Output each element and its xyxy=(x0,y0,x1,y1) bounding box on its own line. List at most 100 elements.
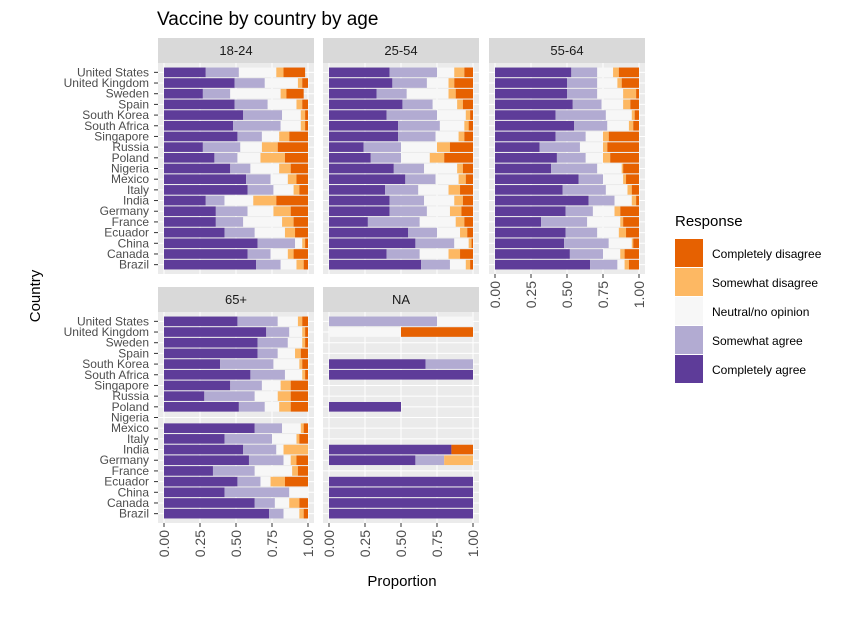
bar-segment xyxy=(202,142,241,152)
bar-segment xyxy=(261,131,280,142)
bar-segment xyxy=(618,67,639,78)
legend-key xyxy=(675,239,703,267)
bar-segment xyxy=(590,259,618,270)
bar-segment xyxy=(164,455,249,466)
bar-segment xyxy=(579,142,603,152)
y-tick-label: India xyxy=(123,194,149,208)
bar-segment xyxy=(621,163,624,174)
bar-segment xyxy=(468,120,473,131)
bar-segment xyxy=(257,337,288,348)
y-tick-label: Sweden xyxy=(106,336,149,350)
bar-segment xyxy=(631,195,637,206)
bar-segment xyxy=(636,88,639,99)
bar-segment xyxy=(567,88,598,99)
bar-segment xyxy=(329,131,399,142)
bar-segment xyxy=(234,78,265,88)
bar-segment xyxy=(269,508,284,519)
bar-segment xyxy=(329,120,399,131)
bar-segment xyxy=(419,217,456,227)
bar-segment xyxy=(631,185,639,195)
bar-segment xyxy=(495,120,575,131)
bar-segment xyxy=(290,391,308,401)
bar-segment xyxy=(305,327,308,337)
bar-segment xyxy=(363,142,401,152)
legend-label: Neutral/no opinion xyxy=(712,305,809,319)
bar-segment xyxy=(597,227,619,238)
bar-segment xyxy=(164,402,239,412)
bar-segment xyxy=(449,259,466,270)
bar-segment xyxy=(202,88,231,99)
bar-segment xyxy=(280,259,297,270)
bar-segment xyxy=(274,498,290,508)
bar-segment xyxy=(631,110,635,120)
bar-segment xyxy=(280,88,287,99)
bar-segment xyxy=(437,227,461,238)
bar-segment xyxy=(386,249,420,259)
y-tick-label: Poland xyxy=(112,151,149,165)
bar-segment xyxy=(300,120,306,131)
bar-segment xyxy=(299,434,308,444)
bar-segment xyxy=(230,88,281,99)
bar-segment xyxy=(164,99,235,110)
bar-segment xyxy=(406,88,449,99)
bar-segment xyxy=(495,227,566,238)
bar-segment xyxy=(247,249,271,259)
x-tick-label: 1.00 xyxy=(465,530,481,557)
bar-segment xyxy=(329,78,393,88)
bar-segment xyxy=(230,163,251,174)
bar-segment xyxy=(495,206,566,217)
bar-segment xyxy=(293,249,308,259)
bar-segment xyxy=(296,99,303,110)
x-tick-label: 0.00 xyxy=(156,530,172,557)
bar-segment xyxy=(164,120,234,131)
bar-segment xyxy=(250,163,280,174)
bar-segment xyxy=(597,67,614,78)
bar-segment xyxy=(448,249,461,259)
legend-key xyxy=(675,268,703,296)
bar-segment xyxy=(437,67,455,78)
bar-segment xyxy=(555,110,606,120)
bar-segment xyxy=(631,238,634,249)
y-tick-label: South Korea xyxy=(82,357,149,371)
bar-segment xyxy=(470,110,473,120)
bar-segment xyxy=(267,99,297,110)
bar-segment xyxy=(401,142,437,152)
bar-segment xyxy=(408,227,437,238)
bar-segment xyxy=(437,142,450,152)
bar-segment xyxy=(264,402,280,412)
bar-segment xyxy=(329,195,390,206)
bar-segment xyxy=(603,249,621,259)
bar-segment xyxy=(495,259,591,270)
bar-segment xyxy=(276,67,284,78)
x-axis-label: Proportion xyxy=(367,573,436,590)
bar-segment xyxy=(435,174,459,184)
bar-segment xyxy=(465,259,471,270)
bar-segment xyxy=(220,359,274,369)
bar-segment xyxy=(279,402,291,412)
bar-segment xyxy=(329,498,473,508)
bar-segment xyxy=(164,238,258,249)
bar-segment xyxy=(282,423,301,433)
bar-segment xyxy=(329,153,371,163)
bar-segment xyxy=(164,217,216,227)
bar-segment xyxy=(448,88,456,99)
bar-segment xyxy=(630,99,639,110)
facet-strip xyxy=(158,287,314,312)
y-tick-label: Italy xyxy=(127,183,149,197)
bar-segment xyxy=(289,131,308,142)
x-tick-label: 0.75 xyxy=(429,530,445,557)
bar-segment xyxy=(624,249,639,259)
y-tick-label: United States xyxy=(77,65,149,79)
bar-segment xyxy=(164,337,258,348)
bar-segment xyxy=(303,259,308,270)
bar-segment xyxy=(329,444,452,455)
bar-segment xyxy=(329,327,401,337)
bar-segment xyxy=(164,195,206,206)
bar-segment xyxy=(618,227,627,238)
bar-segment xyxy=(370,153,401,163)
bar-segment xyxy=(299,185,308,195)
bar-segment xyxy=(495,174,579,184)
bar-segment xyxy=(164,78,235,88)
bar-segment xyxy=(212,466,255,476)
